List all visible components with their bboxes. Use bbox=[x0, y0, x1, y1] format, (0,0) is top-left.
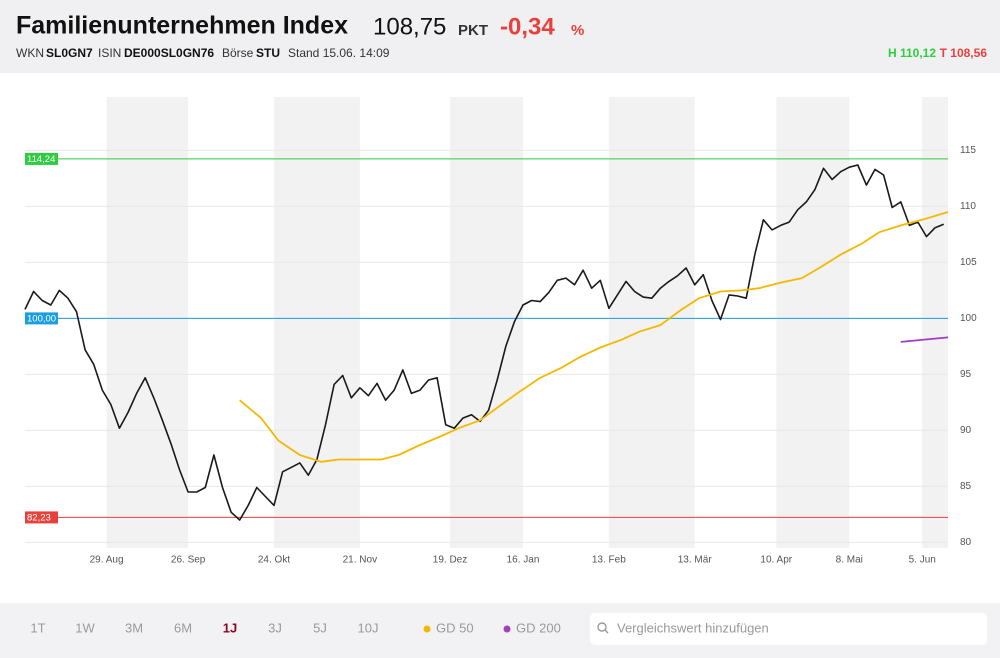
x-tick-label: 24. Okt bbox=[258, 555, 290, 566]
wkn: SL0GN7 bbox=[46, 46, 93, 60]
range-button[interactable]: 3J bbox=[268, 620, 282, 635]
level-label: 82,23 bbox=[27, 512, 51, 523]
legend-label[interactable]: GD 50 bbox=[436, 620, 474, 635]
y-tick-label: 90 bbox=[960, 425, 972, 436]
day-low: T 108,56 bbox=[940, 46, 988, 60]
search-icon bbox=[597, 622, 607, 632]
timestamp: Stand 15.06. 14:09 bbox=[288, 46, 390, 60]
price-line bbox=[24, 164, 944, 521]
change-unit: % bbox=[571, 22, 584, 39]
x-tick-label: 10. Apr bbox=[760, 555, 792, 566]
level-tag bbox=[25, 152, 58, 165]
price-line bbox=[239, 211, 949, 463]
y-tick-label: 100 bbox=[960, 313, 977, 324]
month-band bbox=[273, 97, 360, 548]
legend-dot[interactable] bbox=[503, 625, 511, 633]
header-bg bbox=[0, 0, 1000, 73]
wkn-label: WKN bbox=[16, 46, 44, 60]
level-label: 100,00 bbox=[27, 313, 56, 324]
x-tick-label: 13. Feb bbox=[592, 555, 626, 566]
month-band bbox=[106, 97, 189, 548]
x-tick-label: 21. Nov bbox=[343, 555, 377, 566]
range-button[interactable]: 5J bbox=[313, 620, 327, 635]
day-high: H 110,12 bbox=[888, 46, 936, 60]
x-tick-label: 5. Jun bbox=[909, 555, 936, 566]
price-line bbox=[900, 336, 949, 343]
level-tag bbox=[25, 511, 58, 524]
x-tick-label: 26. Sep bbox=[171, 555, 206, 566]
title: Familienunternehmen Index bbox=[16, 12, 348, 40]
level-tag bbox=[25, 312, 58, 325]
month-band bbox=[450, 97, 523, 548]
x-tick-label: 8. Mai bbox=[836, 555, 863, 566]
x-tick-label: 29. Aug bbox=[90, 555, 124, 566]
search-icon-handle bbox=[604, 629, 609, 634]
legend-label[interactable]: GD 200 bbox=[516, 620, 561, 635]
y-tick-label: 105 bbox=[960, 257, 977, 268]
exchange: STU bbox=[256, 46, 280, 60]
month-band bbox=[776, 97, 850, 548]
month-band bbox=[922, 97, 948, 548]
y-tick-label: 115 bbox=[960, 145, 976, 156]
y-tick-label: 85 bbox=[960, 481, 972, 492]
legend-dot[interactable] bbox=[423, 625, 431, 633]
y-tick-label: 110 bbox=[960, 201, 976, 212]
y-tick-label: 80 bbox=[960, 537, 972, 548]
isin-label: ISIN bbox=[98, 46, 121, 60]
range-button[interactable]: 6M bbox=[174, 620, 192, 635]
price-unit: PKT bbox=[458, 22, 488, 39]
range-button[interactable]: 1W bbox=[75, 620, 95, 635]
level-label: 114,24 bbox=[27, 154, 55, 165]
month-band bbox=[608, 97, 695, 548]
range-button[interactable]: 1J bbox=[223, 620, 237, 635]
change: -0,34 bbox=[500, 13, 555, 40]
x-tick-label: 16. Jan bbox=[507, 555, 540, 566]
isin: DE000SL0GN76 bbox=[124, 46, 214, 60]
range-button[interactable]: 3M bbox=[125, 620, 143, 635]
exchange-label: Börse bbox=[222, 46, 254, 60]
x-tick-label: 13. Mär bbox=[678, 555, 713, 566]
search-placeholder[interactable]: Vergleichswert hinzufügen bbox=[617, 620, 769, 635]
x-tick-label: 19. Dez bbox=[433, 555, 467, 566]
price: 108,75 bbox=[373, 13, 446, 40]
range-button[interactable]: 1T bbox=[30, 620, 45, 635]
search-box[interactable] bbox=[590, 613, 987, 645]
y-tick-label: 95 bbox=[960, 369, 972, 380]
range-button[interactable]: 10J bbox=[358, 620, 379, 635]
